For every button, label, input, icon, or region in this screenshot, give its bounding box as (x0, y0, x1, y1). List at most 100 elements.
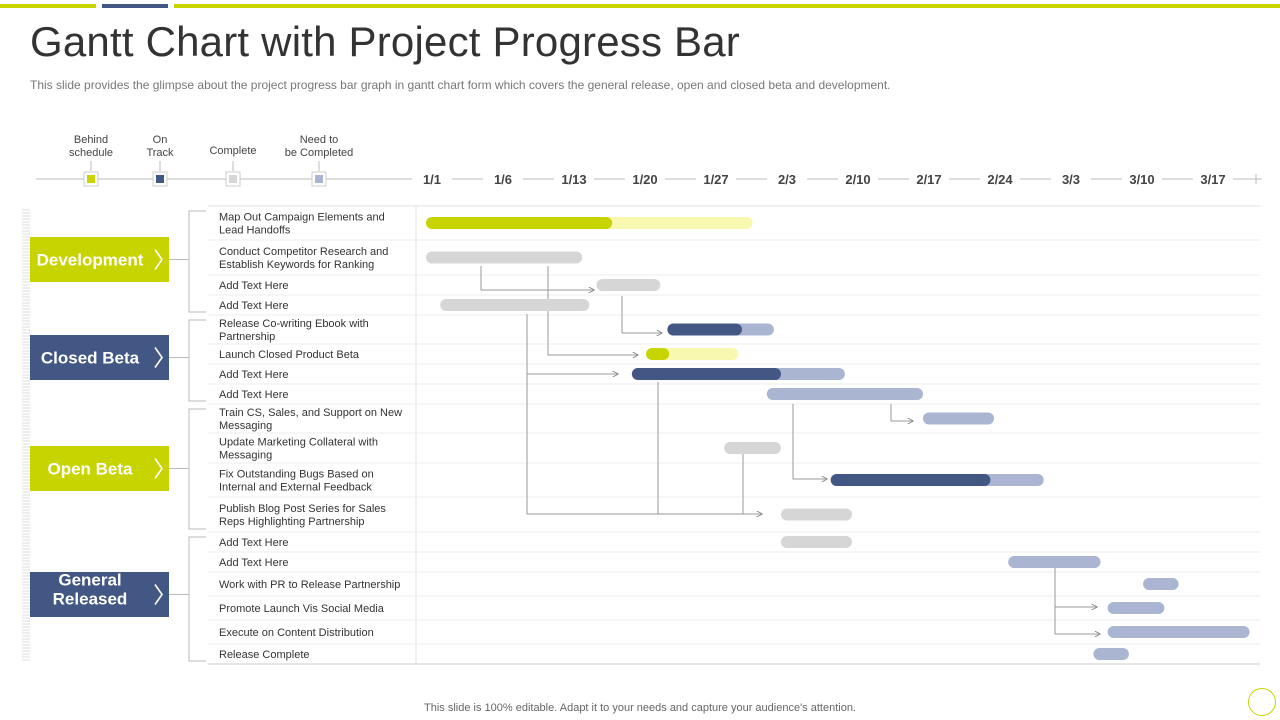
task-label: Execute on Content Distribution (219, 627, 374, 639)
phase-label: Closed Beta (41, 349, 140, 368)
x-tick-label: 3/10 (1129, 172, 1154, 187)
corner-circle-icon (1248, 688, 1276, 716)
task-label: Establish Keywords for Ranking (219, 259, 374, 271)
legend-label: Behind (74, 134, 108, 146)
chevron-right-icon (154, 249, 163, 270)
legend-label: On (153, 134, 168, 146)
tick-label-bg (412, 170, 452, 188)
x-tick-label: 2/3 (778, 172, 796, 187)
dependency-arrow (621, 296, 662, 333)
dependency-arrow (1054, 567, 1100, 634)
x-tick-label: 1/27 (703, 172, 728, 187)
chevron-right-icon (154, 458, 163, 479)
task-progress (631, 368, 781, 380)
task-label: Messaging (219, 450, 272, 462)
phase-bracket (188, 319, 206, 402)
task-bar (1008, 556, 1101, 568)
phase-box (30, 335, 169, 380)
phase-box (30, 446, 169, 491)
task-label: Train CS, Sales, and Support on New (219, 407, 402, 419)
tick-label-bg (625, 170, 665, 188)
tick-label-bg (980, 170, 1020, 188)
phase-bracket (188, 536, 206, 662)
task-bar (646, 348, 739, 360)
task-label: Add Text Here (219, 389, 289, 401)
dependency-arrow (792, 404, 827, 479)
task-progress (830, 474, 991, 486)
phase-box (30, 237, 169, 282)
task-bar (596, 279, 661, 291)
legend-label: Track (146, 147, 174, 159)
task-label: Conduct Competitor Research and (219, 246, 388, 258)
task-progress (646, 348, 670, 360)
tick-label-bg (909, 170, 949, 188)
x-tick-label: 2/24 (987, 172, 1013, 187)
tick-label-bg (767, 170, 807, 188)
x-tick-label: 3/17 (1200, 172, 1225, 187)
top-accent-navy (102, 4, 168, 8)
task-label: Lead Handoffs (219, 225, 291, 237)
dependency-arrow (526, 314, 762, 514)
task-bar (1107, 626, 1250, 638)
gantt-chart: 1/1 1/6 1/13 1/20 1/27 2/3 2/10 2/17 2/24 3/3 3/10… (22, 134, 1262, 665)
x-tick-label: 3/3 (1062, 172, 1080, 187)
legend-label: Complete (209, 145, 256, 157)
task-bar (1143, 578, 1179, 590)
task-bar (766, 388, 923, 400)
x-tick-label: 1/6 (494, 172, 512, 187)
task-bar (781, 508, 852, 521)
task-bar (923, 412, 994, 425)
chevron-right-icon (154, 584, 163, 605)
task-label: Map Out Campaign Elements and (219, 212, 385, 224)
phase-box (30, 572, 169, 617)
task-label: Fix Outstanding Bugs Based on (219, 469, 374, 481)
task-label: Release Co-writing Ebook with (219, 318, 369, 330)
task-label: Messaging (219, 420, 272, 432)
phase-label: Open Beta (47, 460, 133, 479)
tick-label-bg (838, 170, 878, 188)
task-label: Reps Highlighting Partnership (219, 516, 365, 528)
task-label: Add Text Here (219, 369, 289, 381)
task-progress (667, 323, 742, 336)
chevron-right-icon (154, 347, 163, 368)
dependency-arrow (547, 266, 638, 355)
dependency-arrow (890, 404, 913, 421)
task-label: Add Text Here (219, 280, 289, 292)
task-label: Promote Launch Vis Social Media (219, 603, 385, 615)
top-accent-lime-left (0, 4, 96, 8)
top-accent-lime-right (174, 4, 1280, 8)
page-subtitle: This slide provides the glimpse about th… (30, 78, 891, 92)
tick-label-bg (696, 170, 736, 188)
phase-label: General (58, 571, 121, 590)
legend-label: Need to (300, 134, 339, 146)
tick-label-bg (483, 170, 523, 188)
x-tick-label: 2/10 (845, 172, 870, 187)
tick-label-bg (554, 170, 594, 188)
legend-label: schedule (69, 147, 113, 159)
light-blue-square-icon (315, 175, 323, 183)
dependency-arrow (480, 266, 594, 290)
task-bar (426, 251, 583, 264)
gray-square-icon (229, 175, 237, 183)
x-tick-label: 2/17 (916, 172, 941, 187)
phase-bracket (188, 408, 206, 530)
task-label: Partnership (219, 331, 275, 343)
x-tick-label: 1/20 (632, 172, 657, 187)
task-progress (426, 217, 613, 229)
task-bar (1093, 648, 1129, 660)
task-label: Publish Blog Post Series for Sales (219, 503, 386, 515)
x-tick-label: 1/13 (561, 172, 586, 187)
navy-square-icon (156, 175, 164, 183)
phase-label: Development (37, 251, 144, 270)
task-bar (440, 299, 590, 311)
tick-label-bg (1193, 170, 1233, 188)
task-bar (724, 442, 781, 454)
task-label: Update Marketing Collateral with (219, 437, 378, 449)
task-bar (1107, 602, 1165, 614)
task-label: Launch Closed Product Beta (219, 349, 360, 361)
page-title: Gantt Chart with Project Progress Bar (30, 18, 740, 65)
phase-bracket (188, 210, 206, 313)
x-tick-label: 1/1 (423, 172, 441, 187)
task-bar (781, 536, 852, 548)
lime-square-icon (87, 175, 95, 183)
